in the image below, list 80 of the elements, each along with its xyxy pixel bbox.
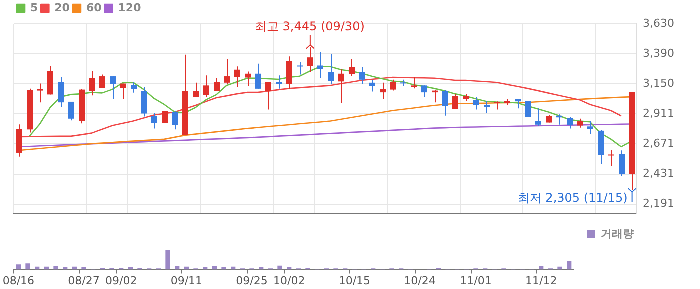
candlestick (132, 82, 138, 94)
bar (166, 250, 170, 270)
candlestick (298, 62, 304, 76)
candlestick (286, 56, 292, 90)
y-tick-label: 3,630 (643, 16, 674, 30)
x-tick-label: 09/11 (170, 274, 203, 288)
candlestick (224, 58, 230, 85)
x-tick-label: 08/27 (68, 274, 100, 288)
candlestick (276, 75, 282, 90)
candlestick (412, 76, 418, 90)
bar (26, 264, 30, 270)
candlestick (256, 63, 262, 90)
candlestick (380, 82, 386, 100)
candlestick (452, 94, 458, 110)
candlestick (422, 85, 428, 98)
bar (278, 266, 282, 270)
candlestick (568, 116, 574, 130)
annotation: 최저 2,305 (11/15) (518, 191, 628, 206)
candlestick (120, 83, 126, 100)
candlestick (474, 96, 480, 110)
candlestick (68, 101, 74, 122)
bar (54, 266, 58, 270)
candlestick (484, 100, 490, 114)
bar (82, 267, 86, 270)
x-tick-label: 11/01 (460, 274, 492, 288)
x-tick-label: 09/25 (236, 274, 268, 288)
candlestick (100, 74, 106, 89)
candlestick (172, 111, 178, 130)
candlestick (318, 52, 324, 79)
candlestick (588, 120, 594, 135)
legend-label: 거래량 (601, 227, 634, 240)
candlestick (90, 70, 96, 96)
candlestick (578, 118, 584, 128)
candlestick (620, 150, 626, 177)
bar (567, 261, 572, 270)
y-tick-label: 2,671 (643, 137, 674, 150)
annotation: 최고 3,445 (09/30) (254, 19, 365, 34)
candlestick (350, 58, 356, 77)
y-tick-label: 3,390 (643, 46, 674, 60)
bar (16, 264, 21, 270)
candlestick (308, 46, 314, 73)
candlestick (58, 77, 64, 108)
candlestick (516, 98, 522, 110)
legend-label: 60 (86, 1, 102, 14)
candlestick (442, 90, 448, 116)
candlestick (152, 112, 158, 130)
legend-label: 5 (30, 1, 38, 14)
candlestick (370, 79, 376, 92)
x-tick-label: 08/16 (2, 274, 35, 288)
candlestick (142, 86, 148, 118)
x-tick-label: 11/12 (525, 274, 558, 288)
candlestick (266, 82, 272, 110)
candlestick (360, 66, 366, 85)
candlestick (110, 76, 116, 100)
candlestick (246, 71, 252, 87)
y-tick-label: 3,150 (643, 77, 674, 90)
candlestick (608, 149, 614, 167)
y-tick-label: 2,911 (643, 106, 674, 120)
candlestick (38, 83, 44, 104)
x-tick-label: 10/15 (338, 274, 371, 288)
candlestick (390, 79, 396, 92)
x-tick-label: 09/02 (105, 274, 138, 288)
candlestick (328, 53, 334, 85)
bar (222, 267, 226, 270)
bar (558, 266, 562, 270)
legend-label: 120 (118, 1, 142, 14)
legend-label: 20 (54, 1, 70, 14)
candlestick (536, 108, 542, 127)
candlestick (194, 82, 200, 98)
candlestick (204, 75, 210, 98)
candlestick (162, 110, 168, 124)
candlestick (234, 66, 240, 88)
candlestick (214, 78, 220, 92)
candlestick (16, 124, 22, 158)
x-tick-label: 10/24 (404, 274, 436, 288)
x-tick-label: 10/02 (273, 274, 306, 288)
candlestick (48, 66, 54, 96)
y-tick-label: 2,431 (643, 167, 674, 180)
y-tick-label: 2,191 (643, 197, 674, 210)
candlestick (338, 68, 344, 104)
